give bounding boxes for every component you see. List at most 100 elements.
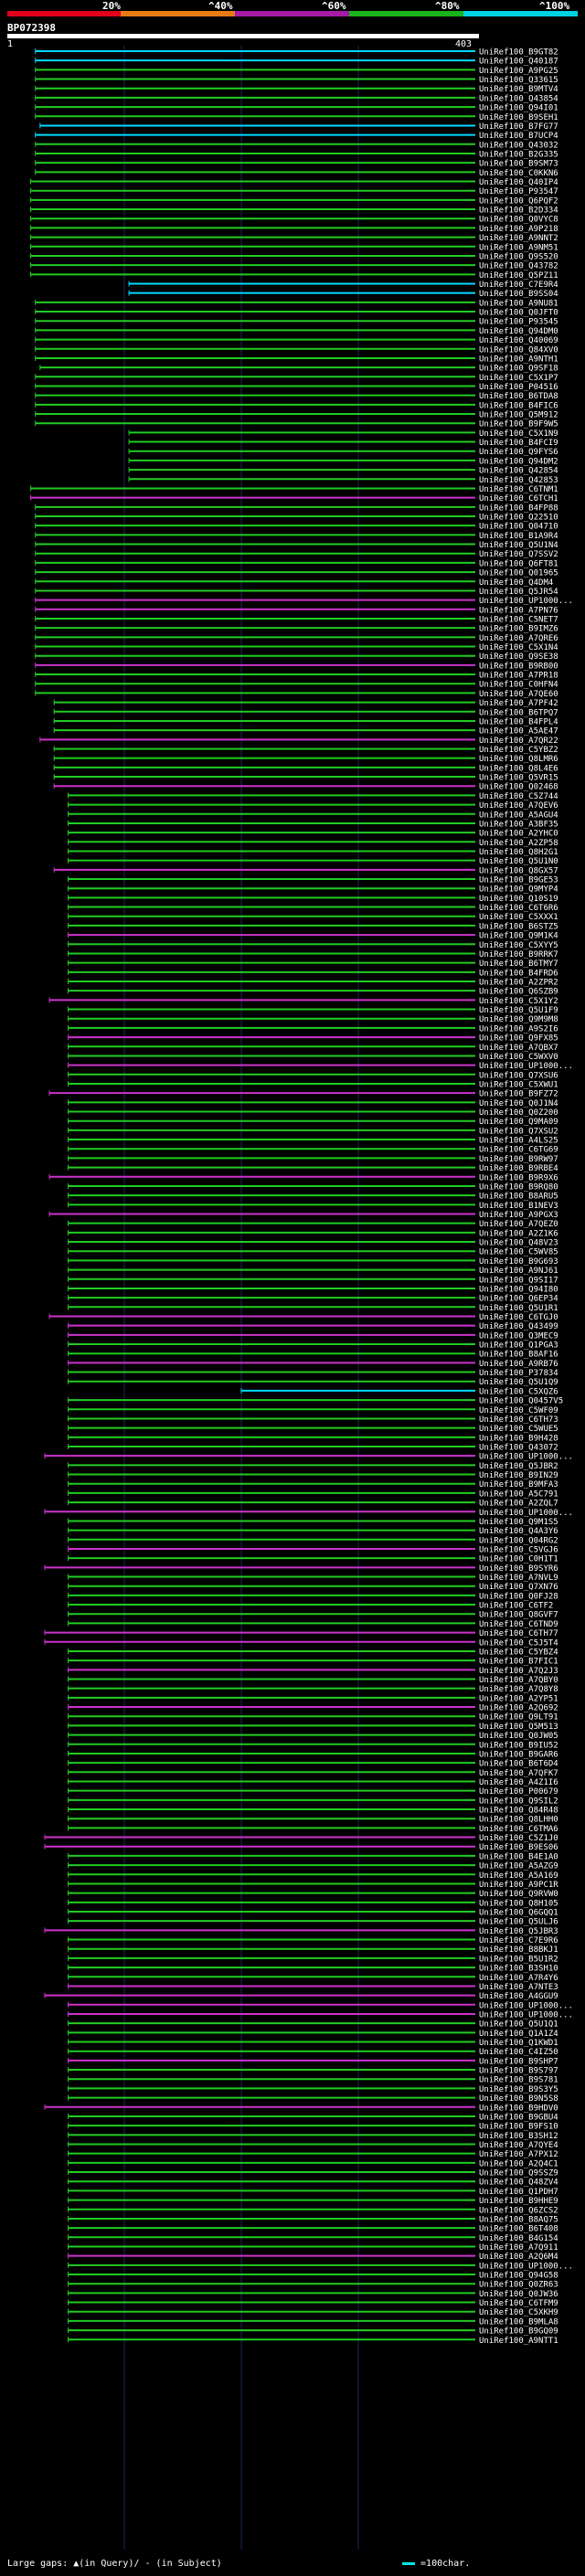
hit-row[interactable]: UniRef100_B6STZ5 — [68, 922, 558, 931]
hit-row[interactable]: UniRef100_Q9M9M8 — [68, 1015, 558, 1024]
hit-row[interactable]: UniRef100_A2ZP58 — [68, 839, 558, 848]
hit-row[interactable]: UniRef100_B7FG77 — [39, 122, 558, 132]
hit-row[interactable]: UniRef100_C5X1P7 — [35, 374, 558, 383]
hit-row[interactable]: UniRef100_Q48ZV4 — [68, 2178, 558, 2188]
hit-row[interactable]: UniRef100_B1A9R4 — [35, 532, 558, 541]
hit-row[interactable]: UniRef100_Q40IP4 — [30, 178, 558, 187]
hit-row[interactable]: UniRef100_C7E9R4 — [128, 281, 558, 290]
hit-row[interactable]: UniRef100_Q42854 — [128, 467, 558, 476]
hit-row[interactable]: UniRef100_Q1A1Z4 — [68, 2030, 558, 2039]
hit-row[interactable]: UniRef100_Q33615 — [35, 76, 558, 85]
hit-row[interactable]: UniRef100_A9PC1R — [68, 1881, 559, 1890]
hit-row[interactable]: UniRef100_B9F9W5 — [35, 420, 558, 429]
hit-row[interactable]: UniRef100_P04516 — [35, 383, 558, 392]
hit-row[interactable]: UniRef100_B4FPL4 — [53, 717, 558, 726]
hit-row[interactable]: UniRef100_Q8GX57 — [53, 866, 558, 875]
hit-row[interactable]: UniRef100_A9NJ61 — [68, 1267, 558, 1276]
hit-row[interactable]: UniRef100_B8ARU5 — [68, 1193, 558, 1202]
hit-row[interactable]: UniRef100_C5NET7 — [35, 615, 558, 624]
hit-row[interactable]: UniRef100_Q5M912 — [35, 411, 558, 420]
hit-row[interactable]: UniRef100_C5WUE5 — [68, 1425, 558, 1434]
hit-row[interactable]: UniRef100_Q3MEC9 — [68, 1331, 558, 1341]
hit-row[interactable]: UniRef100_Q48V23 — [68, 1239, 558, 1248]
hit-row[interactable]: UniRef100_B9GAR6 — [68, 1750, 558, 1759]
hit-row[interactable]: UniRef100_Q9SI17 — [68, 1276, 558, 1285]
hit-row[interactable]: UniRef100_B9RW97 — [68, 1155, 558, 1164]
hit-row[interactable]: UniRef100_A7PR18 — [35, 672, 558, 681]
hit-row[interactable]: UniRef100_Q0JW05 — [68, 1732, 558, 1741]
hit-row[interactable]: UniRef100_C5VGJ6 — [68, 1545, 558, 1554]
hit-row[interactable]: UniRef100_C5XQZ6 — [240, 1387, 558, 1396]
hit-row[interactable]: UniRef100_Q5JBR3 — [44, 1927, 558, 1936]
hit-row[interactable]: UniRef100_B9GE53 — [68, 876, 558, 885]
hit-row[interactable]: UniRef100_A2Q692 — [68, 1704, 558, 1713]
hit-row[interactable]: UniRef100_C5J5T4 — [44, 1638, 558, 1648]
hit-row[interactable]: UniRef100_Q6FT81 — [35, 559, 558, 568]
hit-row[interactable]: UniRef100_Q42853 — [128, 476, 558, 485]
hit-row[interactable]: UniRef100_C6T6R6 — [68, 904, 558, 913]
hit-row[interactable]: UniRef100_A4GGU9 — [44, 1992, 558, 2001]
hit-row[interactable]: UniRef100_Q40069 — [35, 336, 558, 345]
hit-row[interactable]: UniRef100_B8AF16 — [68, 1351, 558, 1360]
hit-row[interactable]: UniRef100_Q8H2G1 — [68, 848, 558, 857]
hit-row[interactable]: UniRef100_B9IN29 — [68, 1471, 558, 1480]
hit-row[interactable]: UniRef100_B9GT82 — [35, 48, 558, 58]
hit-row[interactable]: UniRef100_Q9SSZ9 — [68, 2169, 558, 2178]
hit-row[interactable]: UniRef100_A9S2I6 — [68, 1024, 558, 1034]
hit-row[interactable]: UniRef100_Q4A3Y6 — [68, 1527, 558, 1536]
hit-row[interactable]: UniRef100_A7Q2J3 — [68, 1667, 558, 1676]
hit-row[interactable]: UniRef100_A7QYE4 — [68, 2141, 558, 2150]
hit-row[interactable]: UniRef100_Q8LMR6 — [53, 755, 558, 764]
hit-row[interactable]: UniRef100_C5WF09 — [68, 1406, 558, 1415]
hit-row[interactable]: UniRef100_Q7XSU2 — [68, 1127, 558, 1136]
hit-row[interactable]: UniRef100_A7R4Y6 — [68, 1974, 558, 1983]
hit-row[interactable]: UniRef100_B1NEV3 — [68, 1202, 558, 1211]
hit-row[interactable]: UniRef100_Q9MYP4 — [68, 885, 558, 895]
hit-row[interactable]: UniRef100_Q1PDH7 — [68, 2188, 558, 2197]
hit-row[interactable]: UniRef100_B9ES06 — [44, 1843, 558, 1852]
hit-row[interactable]: UniRef100_Q7XSU6 — [68, 1071, 558, 1080]
hit-row[interactable]: UniRef100_B9SHP7 — [68, 2057, 558, 2066]
hit-row[interactable]: UniRef100_Q9LT91 — [68, 1713, 558, 1723]
hit-row[interactable]: UniRef100_Q9SE38 — [35, 652, 558, 662]
hit-row[interactable]: UniRef100_C6TH73 — [68, 1415, 558, 1425]
hit-row[interactable]: UniRef100_B9RQ80 — [68, 1182, 558, 1192]
hit-row[interactable]: UniRef100_Q0JFT0 — [35, 309, 558, 318]
hit-row[interactable]: UniRef100_C5XYY5 — [68, 941, 558, 950]
hit-row[interactable]: UniRef100_Q5M513 — [68, 1723, 558, 1732]
hit-row[interactable]: UniRef100_A7QR22 — [39, 737, 558, 746]
hit-row[interactable]: UniRef100_A7QEZ0 — [68, 1220, 558, 1229]
hit-row[interactable]: UniRef100_Q7XN76 — [68, 1583, 558, 1592]
hit-row[interactable]: UniRef100_Q01965 — [35, 569, 558, 578]
hit-row[interactable]: UniRef100_B9MFA3 — [68, 1480, 558, 1489]
hit-row[interactable]: UniRef100_B3SH10 — [68, 1965, 558, 1974]
hit-row[interactable]: UniRef100_A7Q8Y8 — [68, 1685, 558, 1694]
hit-row[interactable]: UniRef100_A7QBY0 — [68, 1676, 558, 1685]
hit-row[interactable]: UniRef100_C5WXV0 — [68, 1053, 558, 1062]
hit-row[interactable]: UniRef100_A9NM51 — [30, 243, 558, 252]
hit-row[interactable]: UniRef100_A9NNT2 — [30, 234, 558, 243]
hit-row[interactable]: UniRef100_C7E9R6 — [68, 1936, 558, 1945]
hit-row[interactable]: UniRef100_Q6EP34 — [68, 1295, 558, 1304]
hit-row[interactable]: UniRef100_A2YP51 — [68, 1694, 558, 1703]
hit-row[interactable]: UniRef100_P37834 — [68, 1369, 558, 1378]
hit-row[interactable]: UniRef100_A7QEV6 — [68, 801, 558, 811]
hit-row[interactable]: UniRef100_A5AGU4 — [68, 811, 558, 820]
hit-row[interactable]: UniRef100_B2G335 — [35, 150, 558, 159]
hit-row[interactable]: UniRef100_A9NTH1 — [35, 355, 558, 364]
hit-row[interactable]: UniRef100_B9GBU4 — [68, 2113, 558, 2122]
hit-row[interactable]: UniRef100_A7QE60 — [35, 690, 558, 699]
hit-row[interactable]: UniRef100_A7PN76 — [35, 606, 558, 615]
hit-row[interactable]: UniRef100_Q43072 — [68, 1444, 558, 1453]
hit-row[interactable]: UniRef100_B9FS10 — [68, 2123, 558, 2132]
hit-row[interactable]: UniRef100_Q5ULJ6 — [68, 1918, 558, 1927]
hit-row[interactable]: UniRef100_Q8LHH0 — [68, 1816, 558, 1825]
hit-row[interactable]: UniRef100_Q9SF18 — [39, 365, 558, 374]
hit-row[interactable]: UniRef100_A4Z1I6 — [68, 1778, 558, 1787]
hit-row[interactable]: UniRef100_Q0ZR63 — [68, 2281, 558, 2290]
hit-row[interactable]: UniRef100_B9RB00 — [35, 662, 558, 671]
hit-row[interactable]: UniRef100_B6TPQ7 — [53, 708, 558, 717]
hit-row[interactable]: UniRef100_A9P218 — [30, 225, 558, 234]
hit-row[interactable]: UniRef100_C6TFM9 — [68, 2299, 558, 2308]
hit-row[interactable]: UniRef100_Q9M1K4 — [68, 932, 558, 941]
